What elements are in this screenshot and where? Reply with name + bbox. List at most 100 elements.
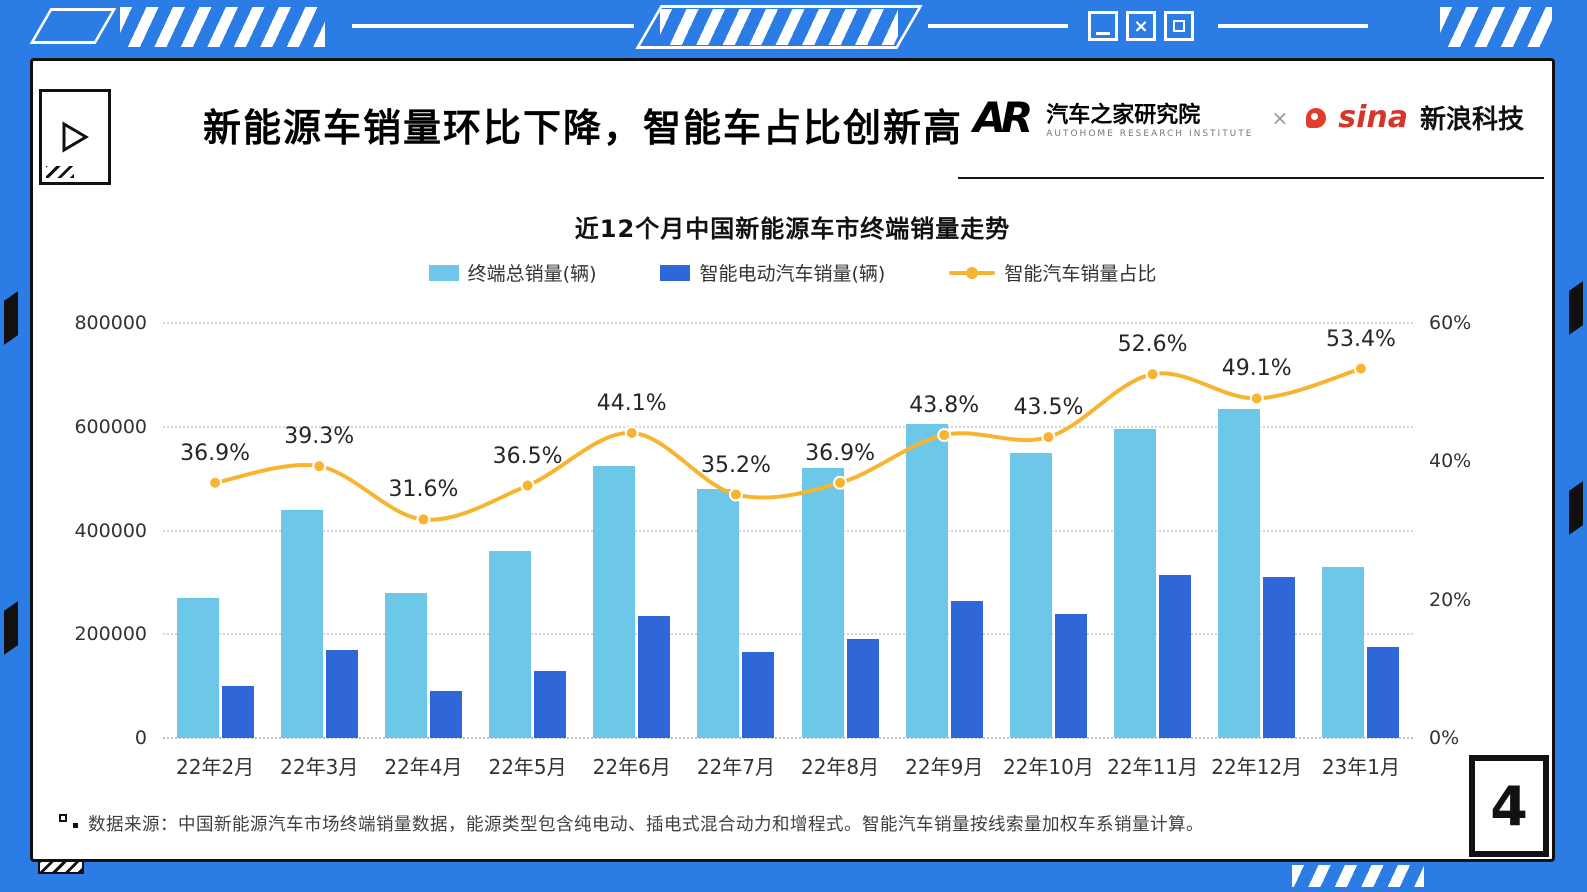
trend-point [520, 478, 535, 493]
right-edge-accent-2 [1569, 481, 1583, 535]
gridline [163, 633, 1413, 636]
bar-smart-ev-sales [1263, 577, 1296, 738]
autohome-logo-subtext: AUTOHOME RESEARCH INSTITUTE [1046, 128, 1254, 139]
x-axis-tick: 22年2月 [176, 755, 255, 779]
bar-smart-ev-sales [846, 639, 879, 738]
bar-total-sales [1009, 452, 1052, 738]
maximize-button[interactable] [1164, 11, 1194, 41]
bar-total-sales [697, 489, 740, 738]
x-axis-tick: 22年9月 [905, 755, 984, 779]
y-axis-tick: 0 [134, 727, 147, 749]
trend-line-layer [208, 361, 1368, 527]
bar-smart-ev-sales [1159, 574, 1192, 738]
legend-item-total: 终端总销量(辆) [428, 259, 597, 286]
bar-total-sales [280, 509, 323, 738]
footer-bullet-icon-small [73, 823, 78, 828]
bar-total-sales [905, 424, 948, 738]
bar-total-sales [384, 592, 427, 738]
secondary-y-axis-tick: 0% [1429, 727, 1460, 749]
trend-point-label: 44.1% [596, 390, 667, 416]
autohome-logo-textblock: 汽车之家研究院 AUTOHOME RESEARCH INSTITUTE [1046, 97, 1253, 139]
autohome-logo-text: 汽车之家研究院 [1046, 102, 1201, 128]
play-marker-box [39, 89, 111, 185]
gridline [163, 529, 1413, 532]
logo-separator: × [1271, 105, 1289, 130]
legend-swatch-total [428, 264, 459, 281]
x-axis-tick: 22年10月 [1002, 755, 1094, 779]
left-edge-accent-2 [4, 601, 18, 655]
x-axis-tick: 22年4月 [384, 755, 463, 779]
sina-logo-text: 新浪科技 [1419, 105, 1524, 135]
legend-label-total: 终端总销量(辆) [467, 263, 597, 285]
trend-point-label: 52.6% [1117, 332, 1188, 358]
x-axis-tick: 22年5月 [488, 755, 567, 779]
bar-total-sales [489, 551, 532, 738]
trend-point [1041, 430, 1056, 445]
trend-point-label: 49.1% [1221, 356, 1292, 382]
y-axis-tick: 200000 [74, 623, 147, 646]
window-controls: × [1088, 11, 1194, 41]
topbar-stripes-right [1440, 7, 1552, 47]
legend-label-smart: 智能电动汽车销量(辆) [699, 263, 886, 285]
play-triangle-icon [62, 121, 89, 153]
y-axis-tick: 600000 [74, 415, 147, 438]
secondary-y-axis-tick: 60% [1429, 312, 1472, 334]
trend-point [624, 425, 639, 440]
y-axis-tick: 800000 [74, 312, 147, 334]
trend-point [728, 487, 743, 502]
bar-total-sales [1322, 566, 1365, 738]
chart-title: 近12个月中国新能源车市终端销量走势 [574, 215, 1011, 243]
x-axis-tick: 22年3月 [280, 755, 359, 779]
trend-point-label: 39.3% [284, 424, 355, 450]
trend-line [213, 366, 1363, 522]
trend-point-label: 35.2% [700, 452, 771, 478]
minimize-icon [1096, 32, 1110, 35]
secondary-y-axis-tick: 40% [1429, 450, 1472, 473]
x-axis-tick: 23年1月 [1321, 755, 1400, 779]
trend-point [1353, 361, 1368, 376]
header-logos: AR 汽车之家研究院 AUTOHOME RESEARCH INSTITUTE ×… [973, 93, 1524, 142]
sina-eye-icon [1306, 107, 1327, 128]
close-icon: × [1133, 15, 1149, 37]
maximize-icon [1173, 20, 1185, 32]
x-axis-tick: 22年11月 [1107, 755, 1199, 779]
bar-smart-ev-sales [429, 691, 462, 738]
bar-total-sales [593, 465, 636, 738]
footer-bullet-icon [59, 814, 67, 822]
bar-total-sales [1218, 408, 1261, 738]
topbar-line-3 [1218, 24, 1368, 28]
x-axis-tick: 22年6月 [592, 755, 671, 779]
topbar-frame-shape [29, 8, 117, 44]
minimize-button[interactable] [1088, 11, 1118, 41]
trend-point [833, 475, 848, 490]
x-axis-tick: 22年7月 [696, 755, 775, 779]
trend-point-label: 36.9% [805, 440, 876, 466]
page-number: 4 [1469, 755, 1549, 857]
header-divider [958, 177, 1544, 179]
legend-item-ratio: 智能汽车销量占比 [949, 259, 1156, 286]
trend-point-label: 43.8% [909, 393, 980, 419]
x-axis-tick: 22年12月 [1211, 755, 1303, 779]
trend-point-label: 36.9% [180, 440, 251, 466]
bar-smart-ev-sales [638, 616, 671, 738]
legend-item-smart: 智能电动汽车销量(辆) [660, 259, 885, 286]
gridline [163, 425, 1413, 428]
trend-point [416, 512, 431, 527]
data-source-note: 数据来源：中国新能源汽车市场终端销量数据，能源类型包含纯电动、插电式混合动力和增… [88, 815, 1204, 835]
chart-legend: 终端总销量(辆) 智能电动汽车销量(辆) 智能汽车销量占比 [33, 259, 1552, 286]
bar-total-sales [176, 597, 219, 738]
bar-smart-ev-sales [1054, 613, 1087, 738]
legend-swatch-smart [660, 264, 691, 281]
secondary-y-axis-tick: 20% [1429, 588, 1472, 611]
bar-total-sales [801, 468, 844, 738]
sina-logo-icon: sina [1338, 100, 1408, 135]
gridline [163, 322, 1413, 324]
bar-smart-ev-sales [950, 600, 983, 738]
bar-smart-ev-sales [742, 652, 775, 738]
close-button[interactable]: × [1126, 11, 1156, 41]
gridline [163, 737, 1413, 739]
topbar-stripes-left [120, 7, 325, 47]
trend-point [208, 475, 223, 490]
topbar-line-2 [928, 24, 1068, 28]
left-edge-accent [4, 291, 18, 345]
